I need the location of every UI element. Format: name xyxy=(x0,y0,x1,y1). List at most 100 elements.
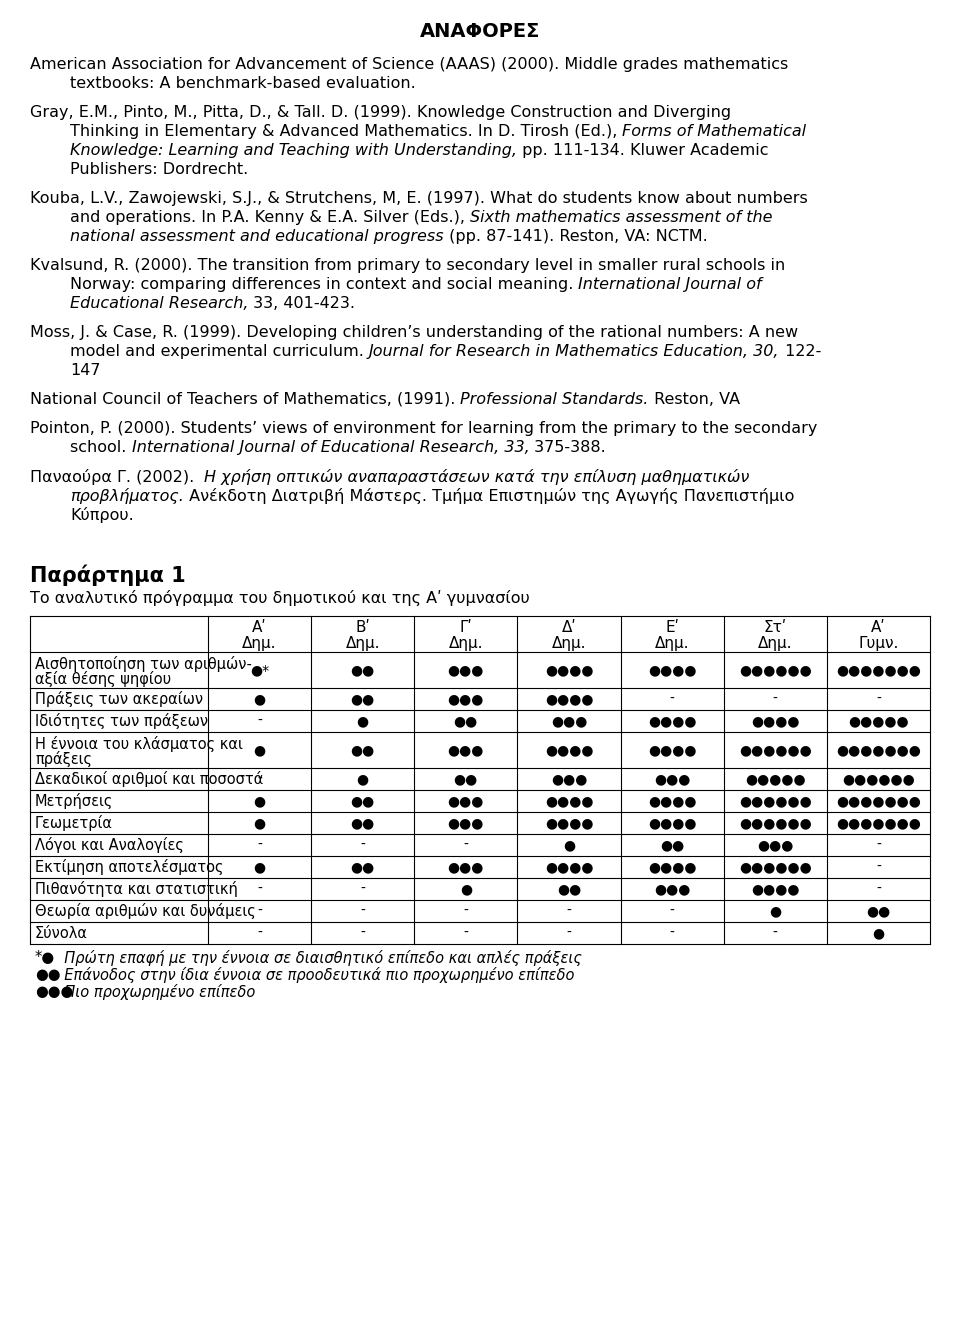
Text: 147: 147 xyxy=(70,364,101,378)
Text: ●●: ●● xyxy=(557,882,581,896)
Text: Kouba, L.V., Zawojewski, S.J., & Strutchens, M, E. (1997). What do students know: Kouba, L.V., Zawojewski, S.J., & Strutch… xyxy=(30,191,807,206)
Text: -: - xyxy=(773,927,778,940)
Text: ●: ● xyxy=(357,714,369,729)
Text: Δημ.: Δημ. xyxy=(552,636,587,651)
Text: ●●: ●● xyxy=(866,904,891,919)
Text: Gray, E.M., Pinto, M., Pitta, D., & Tall. D. (1999). Knowledge Construction and : Gray, E.M., Pinto, M., Pitta, D., & Tall… xyxy=(30,106,732,120)
Text: 375-388.: 375-388. xyxy=(529,440,606,455)
Text: ●●: ●● xyxy=(350,794,374,808)
Text: ●●: ●● xyxy=(454,714,478,729)
Text: Knowledge: Learning and Teaching with Understanding,: Knowledge: Learning and Teaching with Un… xyxy=(70,143,517,158)
Text: -: - xyxy=(876,693,881,706)
Text: ●●●●●●●: ●●●●●●● xyxy=(836,794,921,808)
Text: Publishers: Dordrecht.: Publishers: Dordrecht. xyxy=(70,162,249,176)
Text: Professional Standards.: Professional Standards. xyxy=(461,392,649,406)
Text: Επάνοδος στην ίδια έννοια σε προοδευτικά πιο προχωρημένο επίπεδο: Επάνοδος στην ίδια έννοια σε προοδευτικά… xyxy=(55,967,574,983)
Text: Βʹ: Βʹ xyxy=(355,620,371,635)
Text: Δημ.: Δημ. xyxy=(346,636,380,651)
Text: ●●●●: ●●●● xyxy=(648,794,696,808)
Text: ●●●●●●: ●●●●●● xyxy=(739,860,811,874)
Text: ●●●●●●: ●●●●●● xyxy=(739,743,811,757)
Text: and operations. In P.A. Kenny & E.A. Silver (Eds.),: and operations. In P.A. Kenny & E.A. Sil… xyxy=(70,210,470,225)
Text: ●●: ●● xyxy=(35,967,60,981)
Text: προβλήματος.: προβλήματος. xyxy=(70,488,184,504)
Text: ●●●●: ●●●● xyxy=(544,663,593,677)
Text: ●●: ●● xyxy=(350,663,374,677)
Text: ●●●●: ●●●● xyxy=(648,816,696,830)
Text: Πρώτη επαφή με την έννοια σε διαισθητικό επίπεδο και απλές πράξεις: Πρώτη επαφή με την έννοια σε διαισθητικό… xyxy=(55,951,582,967)
Text: ●●: ●● xyxy=(454,771,478,786)
Text: Στʹ: Στʹ xyxy=(764,620,787,635)
Text: -: - xyxy=(670,693,675,706)
Text: ●: ● xyxy=(253,794,266,808)
Text: ●: ● xyxy=(769,904,781,919)
Text: National Council of Teachers of Mathematics, (1991).: National Council of Teachers of Mathemat… xyxy=(30,392,461,406)
Text: Αισθητοποίηση των αριθμών-: Αισθητοποίηση των αριθμών- xyxy=(35,656,252,673)
Text: Δημ.: Δημ. xyxy=(448,636,483,651)
Text: ●●●: ●●● xyxy=(447,743,484,757)
Text: textbooks: A benchmark-based evaluation.: textbooks: A benchmark-based evaluation. xyxy=(70,76,416,91)
Text: -: - xyxy=(257,904,262,919)
Text: ●●●: ●●● xyxy=(447,816,484,830)
Text: ●●●●: ●●●● xyxy=(544,816,593,830)
Text: Αʹ: Αʹ xyxy=(871,620,886,635)
Text: ●●●: ●●● xyxy=(654,771,690,786)
Text: Thinking in Elementary & Advanced Mathematics. In D. Tirosh (Ed.),: Thinking in Elementary & Advanced Mathem… xyxy=(70,124,622,139)
Text: ●●●●: ●●●● xyxy=(648,714,696,729)
Text: ●*: ●* xyxy=(250,663,269,677)
Text: ●●●: ●●● xyxy=(757,838,794,852)
Text: Norway: comparing differences in context and social meaning.: Norway: comparing differences in context… xyxy=(70,277,579,291)
Text: Reston, VA: Reston, VA xyxy=(649,392,740,406)
Text: 122-: 122- xyxy=(780,344,821,360)
Text: Moss, J. & Case, R. (1999). Developing children’s understanding of the rational : Moss, J. & Case, R. (1999). Developing c… xyxy=(30,325,798,340)
Text: Forms of Mathematical: Forms of Mathematical xyxy=(622,124,806,139)
Text: -: - xyxy=(360,882,365,896)
Text: *●: *● xyxy=(35,951,55,965)
Text: Θεωρία αριθμών και δυνάμεις: Θεωρία αριθμών και δυνάμεις xyxy=(35,902,255,919)
Text: πράξεις: πράξεις xyxy=(35,751,92,767)
Text: model and experimental curriculum.: model and experimental curriculum. xyxy=(70,344,369,360)
Text: -: - xyxy=(257,714,262,729)
Text: Αʹ: Αʹ xyxy=(252,620,267,635)
Text: ●●●●: ●●●● xyxy=(544,860,593,874)
Text: ●: ● xyxy=(253,816,266,830)
Text: -: - xyxy=(773,693,778,706)
Text: -: - xyxy=(566,927,571,940)
Text: Ανέκδοτη Διατριβή Μάστερς. Τμήμα Επιστημών της Αγωγής Πανεπιστήμιο: Ανέκδοτη Διατριβή Μάστερς. Τμήμα Επιστημ… xyxy=(184,488,794,504)
Text: American Association for Advancement of Science (AAAS) (2000). Middle grades mat: American Association for Advancement of … xyxy=(30,57,788,72)
Text: ●●●●●●: ●●●●●● xyxy=(739,794,811,808)
Text: ●●●: ●●● xyxy=(447,860,484,874)
Text: Δημ.: Δημ. xyxy=(758,636,793,651)
Text: -: - xyxy=(464,927,468,940)
Text: ●: ● xyxy=(563,838,575,852)
Text: Το αναλυτικό πρόγραμμα του δημοτικού και της Αʹ γυμνασίου: Το αναλυτικό πρόγραμμα του δημοτικού και… xyxy=(30,590,530,606)
Text: ●●●●●: ●●●●● xyxy=(745,771,805,786)
Text: -: - xyxy=(566,904,571,919)
Text: ●●●: ●●● xyxy=(447,794,484,808)
Text: ●●●●: ●●●● xyxy=(648,743,696,757)
Text: Δʹ: Δʹ xyxy=(562,620,576,635)
Text: ●●●●: ●●●● xyxy=(544,794,593,808)
Text: Kvalsund, R. (2000). The transition from primary to secondary level in smaller r: Kvalsund, R. (2000). The transition from… xyxy=(30,258,785,273)
Text: -: - xyxy=(360,838,365,852)
Text: ●●: ●● xyxy=(350,743,374,757)
Text: -: - xyxy=(876,882,881,896)
Text: ●●●: ●●● xyxy=(35,984,73,999)
Text: Εκτίμηση αποτελέσματος: Εκτίμηση αποτελέσματος xyxy=(35,858,224,874)
Text: Πιθανότητα και στατιστική: Πιθανότητα και στατιστική xyxy=(35,881,238,897)
Text: ●●●: ●●● xyxy=(447,663,484,677)
Text: ●●: ●● xyxy=(660,838,684,852)
Text: -: - xyxy=(464,904,468,919)
Text: ●●●●: ●●●● xyxy=(544,693,593,706)
Text: national assessment and educational progress: national assessment and educational prog… xyxy=(70,229,444,243)
Text: ●●●●: ●●●● xyxy=(648,860,696,874)
Text: Δεκαδικοί αριθμοί και ποσοστά: Δεκαδικοί αριθμοί και ποσοστά xyxy=(35,771,263,787)
Text: ●●●: ●●● xyxy=(551,771,588,786)
Text: ●●: ●● xyxy=(350,816,374,830)
Text: ●●●●●●●: ●●●●●●● xyxy=(836,816,921,830)
Text: 33, 401-423.: 33, 401-423. xyxy=(249,295,355,312)
Text: pp. 111-134. Kluwer Academic: pp. 111-134. Kluwer Academic xyxy=(517,143,769,158)
Text: ●●●: ●●● xyxy=(551,714,588,729)
Text: -: - xyxy=(257,927,262,940)
Text: Sixth mathematics assessment of the: Sixth mathematics assessment of the xyxy=(470,210,773,225)
